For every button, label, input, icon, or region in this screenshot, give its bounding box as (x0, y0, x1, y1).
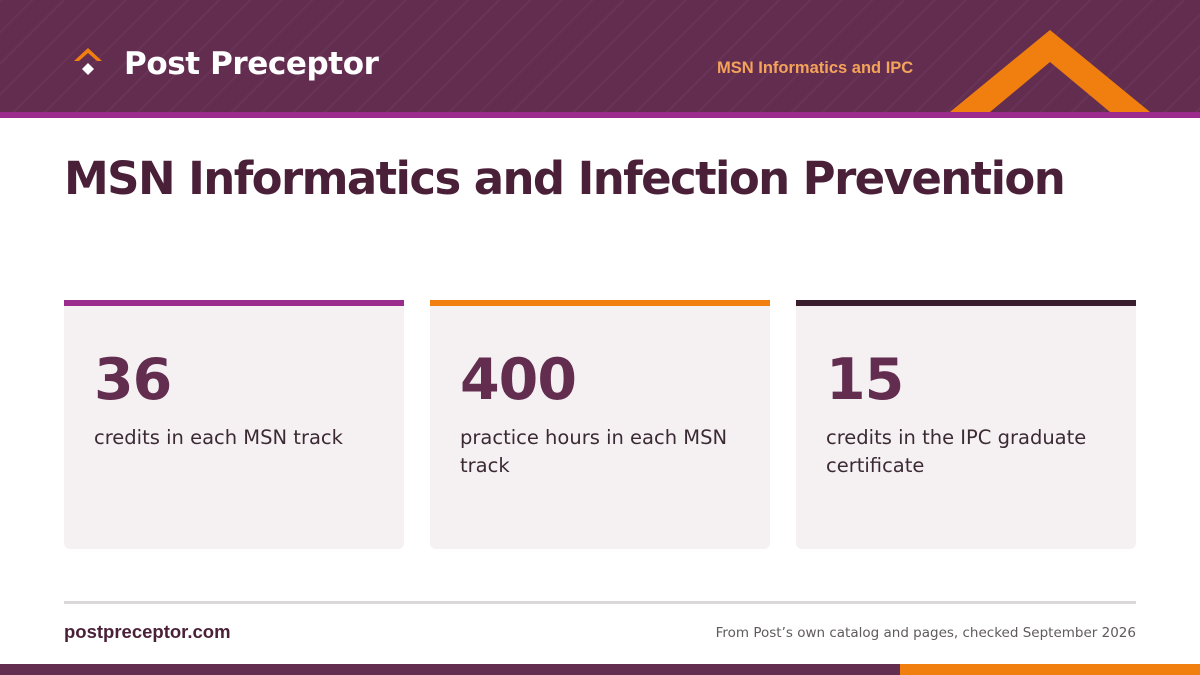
footer-divider (64, 601, 1136, 604)
stat-value: 36 (94, 347, 172, 413)
bottom-band-orange (900, 664, 1200, 675)
roof-chevron-icon (74, 48, 102, 75)
header-tag: MSN Informatics and IPC (717, 59, 914, 77)
card-accent-bar (796, 300, 1136, 306)
bottom-band-plum (0, 664, 900, 675)
stat-label: practice hours in each MSN track (460, 426, 728, 477)
footer-url-link[interactable]: postpreceptor.com (64, 621, 231, 642)
stat-value: 15 (826, 347, 904, 413)
stat-value: 400 (460, 347, 577, 413)
stat-card: 400 practice hours in each MSN track (430, 300, 770, 549)
header-accent-stripe (0, 112, 1200, 118)
stat-label: credits in the IPC graduate certificate (826, 426, 1087, 477)
roof-outline-icon (950, 30, 1150, 112)
card-accent-bar (430, 300, 770, 306)
brand-name[interactable]: Post Preceptor (124, 46, 379, 82)
source-note: From Post’s own catalog and pages, check… (715, 625, 1136, 641)
stat-card: 36 credits in each MSN track (64, 300, 404, 549)
header-banner: Post Preceptor MSN Informatics and IPC (0, 0, 1200, 112)
stat-label: credits in each MSN track (94, 426, 343, 449)
card-accent-bar (64, 300, 404, 306)
stat-card: 15 credits in the IPC graduate certifica… (796, 300, 1136, 549)
page-title: MSN Informatics and Infection Prevention (64, 152, 1066, 205)
